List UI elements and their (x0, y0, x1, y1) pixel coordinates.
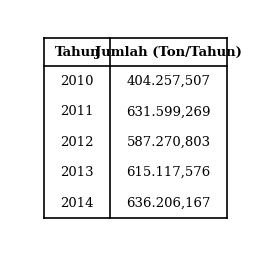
Text: 631.599,269: 631.599,269 (126, 105, 211, 118)
Text: 615.117,576: 615.117,576 (127, 166, 211, 179)
Text: 404.257,507: 404.257,507 (127, 75, 211, 88)
Text: 2014: 2014 (61, 197, 94, 210)
Text: 2012: 2012 (61, 136, 94, 149)
Text: Tahun: Tahun (55, 46, 100, 59)
Text: 636.206,167: 636.206,167 (126, 197, 211, 210)
Text: 2011: 2011 (61, 105, 94, 118)
Text: Jumlah (Ton/Tahun): Jumlah (Ton/Tahun) (95, 46, 242, 59)
Text: 2013: 2013 (60, 166, 94, 179)
Text: 2010: 2010 (61, 75, 94, 88)
Text: 587.270,803: 587.270,803 (127, 136, 211, 149)
